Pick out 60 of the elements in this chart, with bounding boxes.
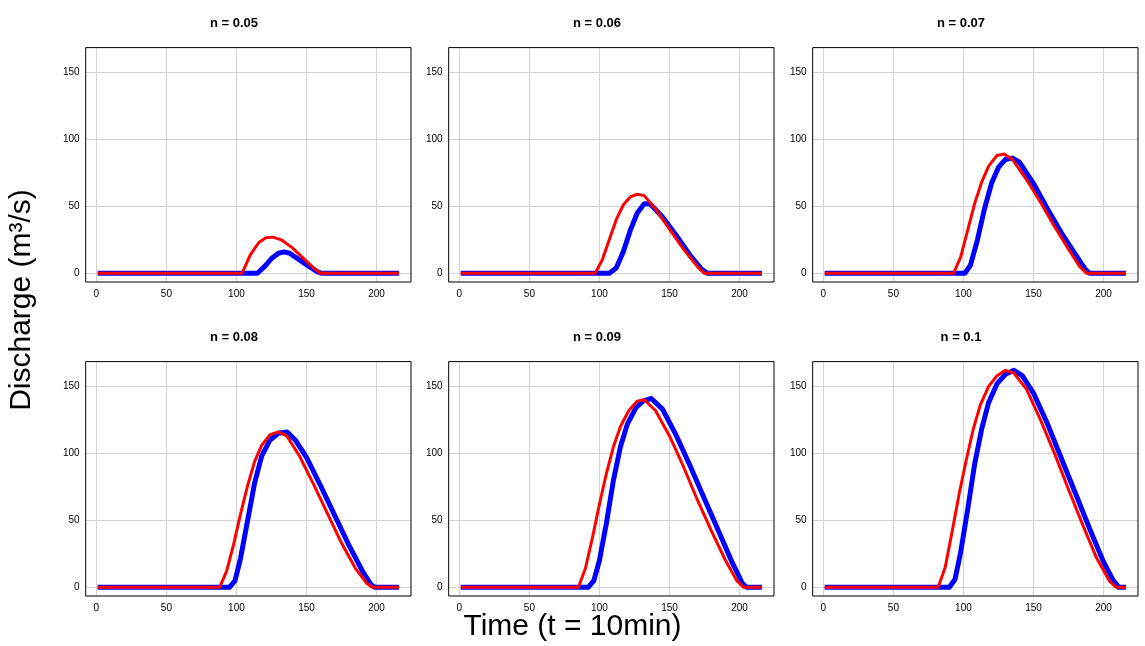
x-tick-label: 50 (887, 601, 900, 613)
chart-title: n = 0.05 (209, 15, 259, 31)
y-tick-label: 0 (801, 267, 808, 279)
x-tick-label: 0 (820, 287, 827, 299)
x-tick-label: 0 (820, 601, 827, 613)
y-tick-label: 0 (74, 581, 81, 593)
x-tick-label: 200 (368, 601, 386, 613)
y-tick-label: 100 (790, 133, 808, 145)
x-tick-label: 100 (228, 287, 246, 299)
y-tick-label: 50 (795, 514, 808, 526)
x-tick-label: 200 (368, 287, 386, 299)
x-tick-label: 150 (661, 287, 679, 299)
y-tick-label: 100 (63, 447, 81, 459)
x-tick-label: 50 (887, 287, 900, 299)
y-tick-label: 150 (63, 380, 81, 392)
chart-title: n = 0.07 (936, 15, 986, 31)
x-tick-label: 150 (298, 601, 316, 613)
y-tick-label: 0 (74, 267, 81, 279)
y-tick-label: 50 (431, 200, 444, 212)
x-tick-label: 100 (955, 287, 973, 299)
x-tick-label: 100 (591, 601, 609, 613)
x-tick-label: 0 (456, 287, 463, 299)
x-tick-label: 0 (93, 287, 100, 299)
x-tick-label: 50 (160, 601, 173, 613)
y-tick-label: 150 (63, 66, 81, 78)
x-tick-label: 200 (731, 601, 749, 613)
y-tick-label: 150 (426, 380, 444, 392)
x-tick-label: 150 (298, 287, 316, 299)
chart-title: n = 0.08 (209, 329, 259, 345)
x-tick-label: 0 (93, 601, 100, 613)
y-tick-label: 50 (68, 200, 81, 212)
y-tick-label: 100 (426, 133, 444, 145)
x-tick-label: 150 (1025, 287, 1043, 299)
x-tick-label: 100 (955, 601, 973, 613)
x-tick-label: 100 (228, 601, 246, 613)
x-tick-label: 150 (1025, 601, 1043, 613)
chart-title: n = 0.1 (940, 329, 982, 345)
x-tick-label: 50 (160, 287, 173, 299)
x-tick-label: 50 (523, 287, 536, 299)
x-tick-label: 0 (456, 601, 463, 613)
chart-title: n = 0.06 (572, 15, 622, 31)
y-axis-title: Discharge (m³/s) (3, 189, 37, 411)
y-tick-label: 100 (790, 447, 808, 459)
y-tick-label: 0 (437, 581, 444, 593)
y-tick-label: 100 (63, 133, 81, 145)
y-tick-label: 150 (790, 380, 808, 392)
x-tick-label: 100 (591, 287, 609, 299)
y-tick-label: 50 (68, 514, 81, 526)
x-tick-label: 200 (1095, 287, 1113, 299)
y-tick-label: 150 (790, 66, 808, 78)
chart-title: n = 0.09 (572, 329, 622, 345)
y-tick-label: 50 (795, 200, 808, 212)
y-tick-label: 0 (801, 581, 808, 593)
x-tick-label: 200 (1095, 601, 1113, 613)
y-tick-label: 0 (437, 267, 444, 279)
y-tick-label: 150 (426, 66, 444, 78)
y-tick-label: 100 (426, 447, 444, 459)
x-tick-label: 150 (661, 601, 679, 613)
x-tick-label: 200 (731, 287, 749, 299)
y-tick-label: 50 (431, 514, 444, 526)
